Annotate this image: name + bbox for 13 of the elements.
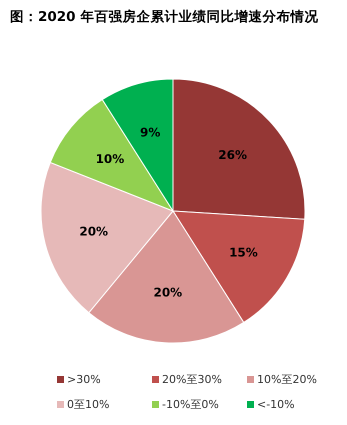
legend-label: <-10% (257, 398, 295, 411)
data-label: 15% (229, 246, 258, 260)
data-label: 9% (140, 125, 160, 140)
data-label: 20% (153, 286, 182, 300)
legend-label: 0至10% (67, 397, 110, 412)
chart-title: 图：2020 年百强房企累计业绩同比增速分布情况 (10, 8, 320, 27)
data-label: 10% (96, 152, 124, 166)
legend-label: -10%至0% (162, 397, 219, 412)
data-label: 26% (218, 148, 248, 162)
legend-label: 20%至30% (162, 372, 222, 387)
data-label: 20% (79, 224, 108, 238)
legend-label: >30% (67, 373, 101, 386)
legend-label: 10%至20% (257, 372, 317, 387)
